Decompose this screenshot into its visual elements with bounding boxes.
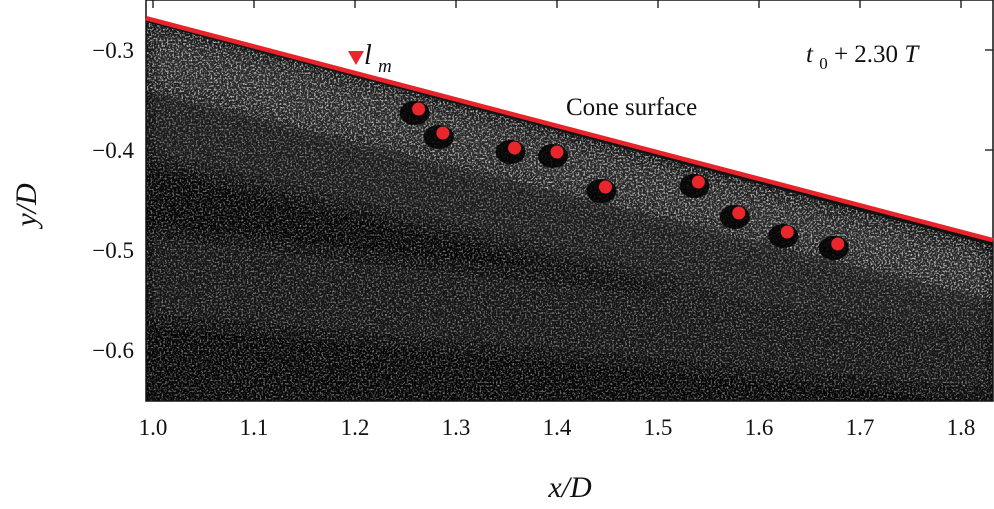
data-point	[436, 126, 450, 140]
axis-ticks: 1.0 1.1 1.2 1.3 1.4 1.5 1.6 1.7 1.8 −0.3 −0.4 −0.5 −…	[92, 0, 993, 440]
y-tick-label: −0.4	[92, 138, 134, 163]
time-label-rest: + 2.30	[834, 41, 898, 68]
data-point	[412, 102, 426, 116]
x-tick-label: 1.6	[745, 415, 774, 440]
x-tick-label: 1.2	[341, 415, 370, 440]
time-label-sub: 0	[819, 54, 828, 73]
y-tick-label: −0.6	[92, 338, 134, 363]
data-markers	[348, 51, 849, 260]
time-label-T: T	[904, 41, 920, 68]
y-axis-title: y/D	[10, 183, 43, 230]
y-tick-label: −0.3	[92, 38, 134, 63]
lm-label: l m	[364, 40, 392, 77]
data-point	[780, 225, 794, 239]
time-label: t 0 + 2.30 T	[806, 41, 920, 75]
cone-surface-line	[145, 15, 994, 243]
plot-image	[146, 0, 993, 401]
data-point	[732, 206, 746, 220]
time-label-t: t	[806, 41, 814, 68]
lm-label-base: l	[364, 40, 372, 71]
x-tick-label: 1.0	[139, 415, 168, 440]
x-tick-label: 1.1	[240, 415, 269, 440]
x-tick-label: 1.3	[442, 415, 471, 440]
x-tick-label: 1.7	[846, 415, 875, 440]
data-point	[508, 141, 522, 155]
y-tick-label: −0.5	[92, 238, 134, 263]
plot-frame	[145, 0, 994, 402]
x-tick-label: 1.5	[644, 415, 673, 440]
data-point	[598, 180, 612, 194]
data-point	[691, 175, 705, 189]
x-axis-title: x/D	[547, 471, 592, 504]
cone-surface-label: Cone surface	[566, 94, 697, 121]
x-tick-label: 1.8	[947, 415, 976, 440]
data-point	[550, 145, 564, 159]
x-tick-label: 1.4	[543, 415, 572, 440]
lm-label-sub: m	[378, 56, 392, 77]
lm-marker	[348, 51, 365, 65]
data-point	[831, 237, 845, 251]
